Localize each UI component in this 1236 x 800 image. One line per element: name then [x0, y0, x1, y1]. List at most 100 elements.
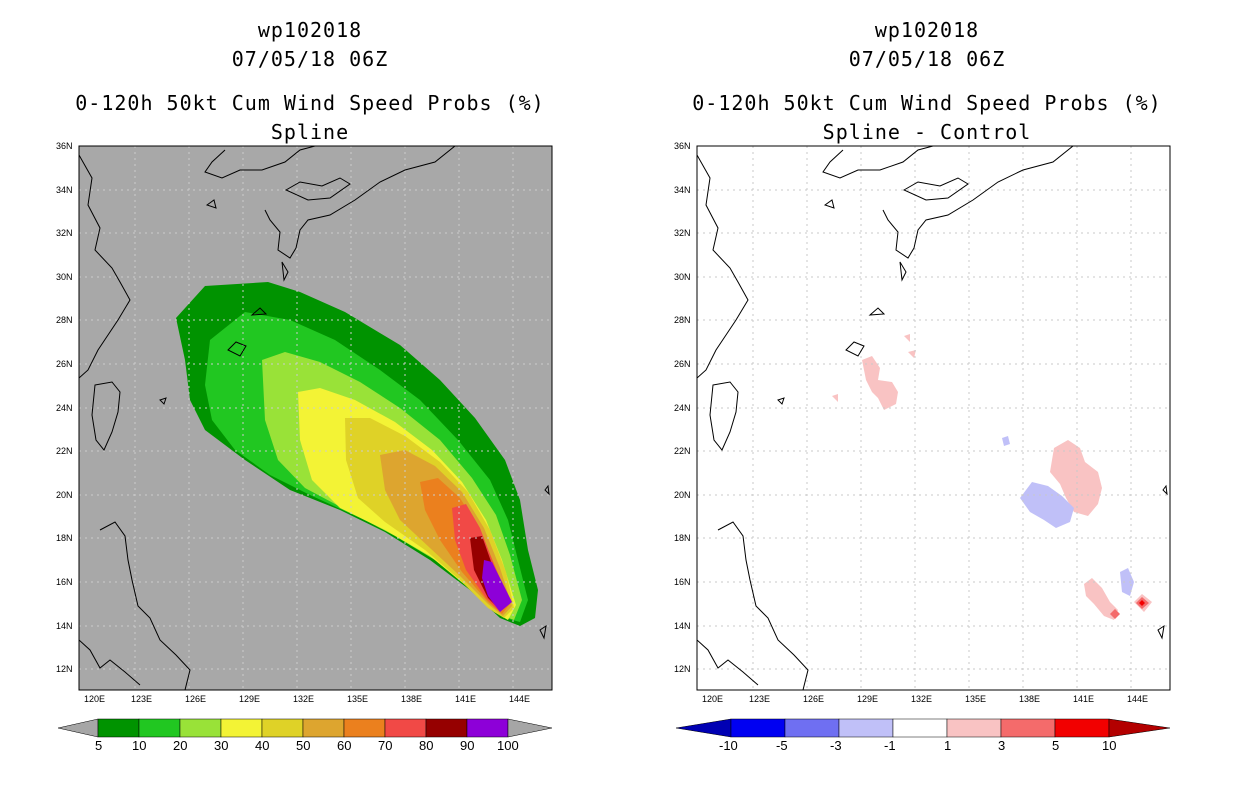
right-colorbar-swatch-7: [1054, 718, 1110, 738]
diff-negative-area: [1120, 568, 1134, 596]
right-lat-label: 12N: [674, 664, 691, 674]
left-map-frame: [78, 145, 553, 691]
left-colorbar-arrow-high: [507, 718, 553, 738]
right-colorbar-label: 1: [944, 738, 952, 753]
diff-5-10-area: [1139, 600, 1145, 606]
left-lon-label: 129E: [239, 694, 261, 704]
left-lon-label: 132E: [293, 694, 315, 704]
left-colorbar-label: 20: [173, 738, 188, 753]
right-lat-label: 28N: [674, 315, 691, 325]
diff-3-5-area: [1110, 609, 1120, 619]
right-colorbar: [675, 718, 1171, 738]
left-title-date: 07/05/18 06Z: [231, 47, 389, 71]
left-colorbar-label: 90: [460, 738, 475, 753]
right-lon-label: 126E: [803, 694, 825, 704]
right-colorbar-label: -3: [830, 738, 842, 753]
diff-positive-area: [832, 394, 838, 402]
diff-positive-area: [908, 350, 916, 358]
right-colorbar-swatch-5: [946, 718, 1002, 738]
left-lat-label: 12N: [56, 664, 73, 674]
right-colorbar-swatch-6: [1000, 718, 1056, 738]
left-lat-label: 22N: [56, 446, 73, 456]
right-colorbar-swatch-1: [730, 718, 786, 738]
right-lat-label: 24N: [674, 403, 691, 413]
right-lon-label: 138E: [1019, 694, 1041, 704]
left-lat-label: 28N: [56, 315, 73, 325]
diff-positive-area: [1050, 440, 1102, 516]
right-title-date: 07/05/18 06Z: [848, 47, 1006, 71]
left-colorbar-label: 50: [296, 738, 311, 753]
right-colorbar-label: 5: [1052, 738, 1060, 753]
left-colorbar: [57, 718, 553, 738]
right-map-frame: [696, 145, 1171, 691]
right-lon-label: 129E: [857, 694, 879, 704]
right-lat-label: 34N: [674, 185, 691, 195]
left-colorbar-label: 70: [378, 738, 393, 753]
right-lon-label: 141E: [1073, 694, 1095, 704]
left-colorbar-label: 10: [132, 738, 147, 753]
right-lat-label: 26N: [674, 359, 691, 369]
left-lon-label: 138E: [401, 694, 423, 704]
diff-positive-area: [904, 334, 910, 342]
right-lon-label: 135E: [965, 694, 987, 704]
left-colorbar-label: 60: [337, 738, 352, 753]
left-lon-label: 135E: [347, 694, 369, 704]
left-title-product: 0-120h 50kt Cum Wind Speed Probs (%): [75, 91, 545, 115]
diff-positive-area: [862, 356, 898, 410]
left-title-method: Spline: [270, 120, 350, 144]
right-colorbar-arrow-high: [1108, 718, 1171, 738]
right-colorbar-swatch-2: [784, 718, 840, 738]
left-lat-label: 24N: [56, 403, 73, 413]
left-lat-label: 32N: [56, 228, 73, 238]
right-colorbar-label: 10: [1102, 738, 1117, 753]
right-colorbar-label: -5: [776, 738, 788, 753]
right-lon-label: 144E: [1127, 694, 1149, 704]
right-title-method: Spline - Control: [822, 120, 1032, 144]
right-lat-label: 18N: [674, 533, 691, 543]
right-lat-label: 16N: [674, 577, 691, 587]
left-colorbar-label: 30: [214, 738, 229, 753]
right-lat-label: 22N: [674, 446, 691, 456]
diff-negative-area: [1020, 482, 1074, 528]
left-colorbar-label: 40: [255, 738, 270, 753]
diff-positive-area: [1084, 578, 1118, 620]
left-lon-label: 144E: [509, 694, 531, 704]
right-colorbar-label: -1: [884, 738, 896, 753]
right-title-storm: wp102018: [874, 18, 980, 42]
diff-negative-area: [1002, 436, 1010, 446]
right-lon-label: 123E: [749, 694, 771, 704]
right-lon-label: 132E: [911, 694, 933, 704]
right-grid: [697, 146, 1170, 690]
left-lat-label: 34N: [56, 185, 73, 195]
left-lon-label: 123E: [131, 694, 153, 704]
left-grid: [79, 146, 552, 690]
right-lat-label: 36N: [674, 141, 691, 151]
right-coastlines: [697, 146, 1168, 690]
left-title-storm: wp102018: [257, 18, 363, 42]
left-lat-label: 26N: [56, 359, 73, 369]
right-colorbar-label: -10: [719, 738, 738, 753]
right-title-product: 0-120h 50kt Cum Wind Speed Probs (%): [692, 91, 1162, 115]
left-lat-label: 30N: [56, 272, 73, 282]
left-lon-label: 120E: [84, 694, 106, 704]
left-lat-label: 36N: [56, 141, 73, 151]
right-colorbar-arrow-low: [675, 718, 732, 738]
left-colorbar-label: 80: [419, 738, 434, 753]
left-coastlines: [79, 146, 550, 690]
left-lon-label: 126E: [185, 694, 207, 704]
swath-90pct: [482, 560, 512, 612]
right-lat-label: 14N: [674, 621, 691, 631]
right-colorbar-swatch-4: [892, 718, 948, 738]
left-lat-label: 16N: [56, 577, 73, 587]
left-colorbar-label: 100: [497, 738, 519, 753]
right-colorbar-swatch-3: [838, 718, 894, 738]
left-lat-label: 14N: [56, 621, 73, 631]
right-lat-label: 20N: [674, 490, 691, 500]
right-lon-label: 120E: [702, 694, 724, 704]
right-lat-label: 32N: [674, 228, 691, 238]
left-lon-label: 141E: [455, 694, 477, 704]
right-colorbar-label: 3: [998, 738, 1006, 753]
left-lat-label: 18N: [56, 533, 73, 543]
